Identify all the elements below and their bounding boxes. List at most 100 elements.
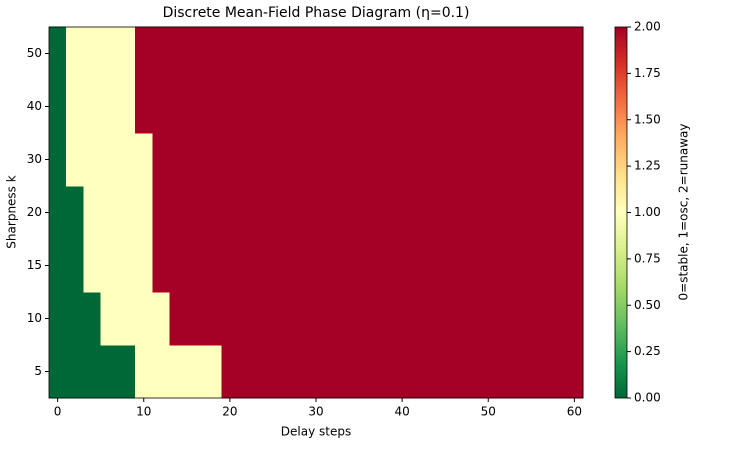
heatmap-cell	[427, 185, 446, 240]
heatmap-cell	[221, 26, 239, 81]
heatmap-cell	[531, 79, 550, 134]
heatmap-cell	[393, 291, 412, 346]
heatmap-cell	[307, 238, 326, 293]
heatmap-cell	[117, 291, 136, 346]
heatmap-cell	[341, 344, 360, 399]
heatmap-cell	[341, 132, 360, 187]
x-tick-label: 10	[136, 405, 151, 419]
heatmap-cell	[410, 291, 429, 346]
heatmap-cell	[462, 132, 481, 187]
heatmap-cell	[204, 291, 222, 346]
heatmap-cell	[393, 185, 412, 240]
heatmap-cell	[272, 26, 291, 81]
heatmap-cell	[135, 291, 153, 346]
heatmap-cell	[324, 79, 343, 134]
heatmap-cell	[427, 238, 446, 293]
heatmap-cell	[514, 79, 532, 134]
heatmap-cell	[324, 238, 343, 293]
heatmap-cell	[359, 238, 377, 293]
heatmap-cell	[152, 291, 171, 346]
heatmap-cell	[565, 132, 584, 187]
heatmap-cell	[66, 132, 84, 187]
heatmap-cell	[186, 291, 205, 346]
heatmap-cell	[238, 185, 257, 240]
heatmap-cell	[272, 344, 291, 399]
heatmap-cell	[221, 132, 239, 187]
heatmap-cell	[83, 79, 102, 134]
heatmap-cell	[221, 344, 239, 399]
heatmap-cell	[117, 344, 136, 399]
heatmap-cell	[135, 238, 153, 293]
heatmap-cell	[307, 291, 326, 346]
heatmap-cell	[496, 185, 515, 240]
heatmap-cell	[152, 344, 171, 399]
colorbar-tick-label: 1.00	[634, 205, 661, 219]
heatmap-cell	[186, 132, 205, 187]
y-axis-label: Sharpness k	[5, 175, 19, 248]
heatmap-cell	[531, 344, 550, 399]
heatmap-cell	[100, 344, 119, 399]
heatmap-cell	[496, 291, 515, 346]
heatmap-cell	[445, 238, 463, 293]
heatmap-cell	[548, 344, 567, 399]
heatmap-cell	[445, 291, 463, 346]
heatmap-cell	[186, 26, 205, 81]
heatmap-cell	[445, 344, 463, 399]
heatmap-cell	[514, 26, 532, 81]
heatmap-cell	[117, 79, 136, 134]
heatmap-cell	[272, 132, 291, 187]
heatmap-cell	[496, 238, 515, 293]
heatmap-cell	[204, 344, 222, 399]
heatmap-cell	[445, 132, 463, 187]
heatmap-cell	[100, 238, 119, 293]
heatmap-cell	[514, 291, 532, 346]
heatmap-cell	[548, 132, 567, 187]
heatmap-cell	[462, 79, 481, 134]
y-tick-label: 5	[34, 364, 42, 378]
heatmap-cell	[479, 26, 498, 81]
heatmap-cell	[376, 185, 395, 240]
y-tick-label: 10	[27, 311, 42, 325]
heatmap-cell	[135, 185, 153, 240]
heatmap-cell	[410, 132, 429, 187]
heatmap-cell	[255, 132, 274, 187]
heatmap-cell	[427, 79, 446, 134]
heatmap-cell	[427, 344, 446, 399]
heatmap-cell	[410, 185, 429, 240]
heatmap-cell	[117, 26, 136, 81]
heatmap-cell	[49, 344, 67, 399]
heatmap-cell	[376, 291, 395, 346]
heatmap-cell	[152, 26, 171, 81]
heatmap-cell	[427, 132, 446, 187]
heatmap-cell	[255, 26, 274, 81]
heatmap-cell	[169, 238, 188, 293]
colorbar-tick-label: 0.75	[634, 251, 661, 265]
heatmap-cell	[548, 291, 567, 346]
heatmap-cell	[479, 344, 498, 399]
heatmap-cell	[445, 185, 463, 240]
heatmap-cell	[135, 132, 153, 187]
heatmap-cell	[83, 185, 102, 240]
heatmap-cell	[479, 238, 498, 293]
heatmap-cell	[169, 185, 188, 240]
heatmap-cell	[66, 185, 84, 240]
x-tick-label: 30	[308, 405, 323, 419]
heatmap-cell	[548, 185, 567, 240]
heatmap-cell	[514, 238, 532, 293]
heatmap-cell	[83, 26, 102, 81]
heatmap-cells	[49, 26, 584, 399]
heatmap-cell	[186, 238, 205, 293]
heatmap-cell	[100, 185, 119, 240]
heatmap-cell	[83, 344, 102, 399]
heatmap-cell	[445, 79, 463, 134]
heatmap-cell	[341, 79, 360, 134]
heatmap-cell	[169, 291, 188, 346]
heatmap-cell	[100, 132, 119, 187]
heatmap-cell	[290, 185, 308, 240]
heatmap-cell	[548, 79, 567, 134]
heatmap-cell	[169, 26, 188, 81]
heatmap-cell	[462, 291, 481, 346]
heatmap-cell	[221, 238, 239, 293]
heatmap-cell	[531, 185, 550, 240]
heatmap-cell	[307, 344, 326, 399]
